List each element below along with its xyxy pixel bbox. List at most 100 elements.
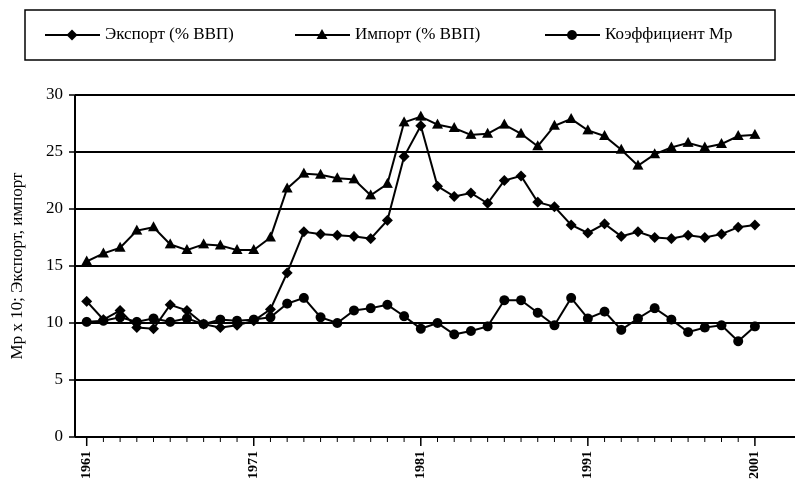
marker (582, 227, 594, 239)
marker (215, 314, 226, 325)
marker (432, 318, 443, 328)
marker (81, 316, 92, 327)
marker (699, 141, 711, 152)
marker (732, 130, 744, 141)
marker (515, 170, 527, 182)
marker (716, 320, 727, 331)
x-tick-label: 2001 (747, 451, 762, 479)
marker (666, 314, 677, 325)
marker (298, 167, 310, 178)
y-tick-label: 10 (46, 312, 63, 331)
y-tick-label: 20 (46, 198, 63, 217)
y-tick-label: 15 (46, 255, 63, 274)
marker (248, 244, 260, 255)
marker (733, 336, 744, 347)
marker (599, 218, 611, 230)
marker (482, 197, 494, 209)
marker (198, 238, 210, 249)
marker (565, 219, 577, 231)
marker (415, 110, 427, 121)
marker (448, 190, 460, 202)
marker (399, 311, 410, 322)
marker (649, 148, 661, 159)
legend-label: Экспорт (% ВВП) (105, 24, 234, 43)
marker (181, 244, 193, 255)
marker (315, 312, 326, 323)
marker (148, 323, 160, 335)
marker (114, 241, 126, 252)
legend-marker (316, 29, 328, 39)
marker (715, 228, 727, 240)
marker (365, 233, 377, 245)
marker (499, 295, 510, 306)
marker (232, 315, 243, 326)
marker (115, 312, 126, 323)
marker (749, 321, 760, 332)
marker (448, 122, 460, 133)
marker (165, 316, 176, 327)
marker (181, 304, 193, 316)
marker (465, 128, 477, 139)
marker (331, 229, 343, 241)
marker (665, 233, 677, 245)
marker (315, 168, 327, 179)
marker (432, 118, 444, 129)
marker (131, 224, 143, 235)
x-tick-label: 1971 (246, 451, 261, 479)
marker (532, 140, 544, 151)
marker (148, 221, 160, 232)
marker (331, 172, 343, 183)
marker (98, 315, 109, 326)
marker (365, 303, 376, 314)
marker (749, 128, 761, 139)
marker (348, 230, 360, 242)
marker (398, 151, 410, 163)
marker (348, 305, 359, 316)
marker (381, 214, 393, 226)
marker (498, 175, 510, 186)
marker (348, 173, 360, 184)
marker (548, 119, 560, 130)
y-tick-label: 30 (46, 84, 63, 103)
x-tick-label: 1961 (79, 451, 94, 479)
marker (148, 313, 159, 324)
marker (732, 221, 744, 233)
marker (649, 303, 660, 314)
marker (582, 124, 594, 135)
marker (164, 299, 176, 311)
marker (415, 323, 426, 334)
marker (616, 324, 627, 335)
marker (632, 313, 643, 324)
marker (281, 182, 293, 193)
marker (282, 298, 293, 309)
marker (549, 320, 560, 331)
marker (131, 316, 142, 327)
marker (516, 295, 527, 306)
y-axis-label: Мр х 10; Экспорт, импорт (7, 172, 26, 359)
marker (715, 138, 727, 149)
marker (632, 159, 644, 170)
y-tick-label: 25 (46, 141, 63, 160)
marker (265, 312, 276, 323)
marker (465, 187, 477, 199)
marker (415, 120, 427, 132)
marker (264, 231, 276, 242)
marker (365, 189, 377, 200)
marker (381, 177, 393, 188)
marker (231, 244, 243, 255)
marker (649, 232, 661, 243)
marker (482, 321, 493, 332)
marker (315, 228, 327, 240)
marker (515, 127, 527, 138)
marker (682, 229, 694, 241)
marker (615, 230, 627, 242)
marker (615, 143, 627, 154)
marker (198, 319, 209, 330)
marker (248, 314, 259, 325)
marker (532, 196, 544, 208)
marker (482, 127, 494, 138)
marker (599, 130, 611, 141)
marker (548, 201, 560, 213)
marker (432, 180, 444, 192)
y-tick-label: 0 (55, 426, 64, 445)
